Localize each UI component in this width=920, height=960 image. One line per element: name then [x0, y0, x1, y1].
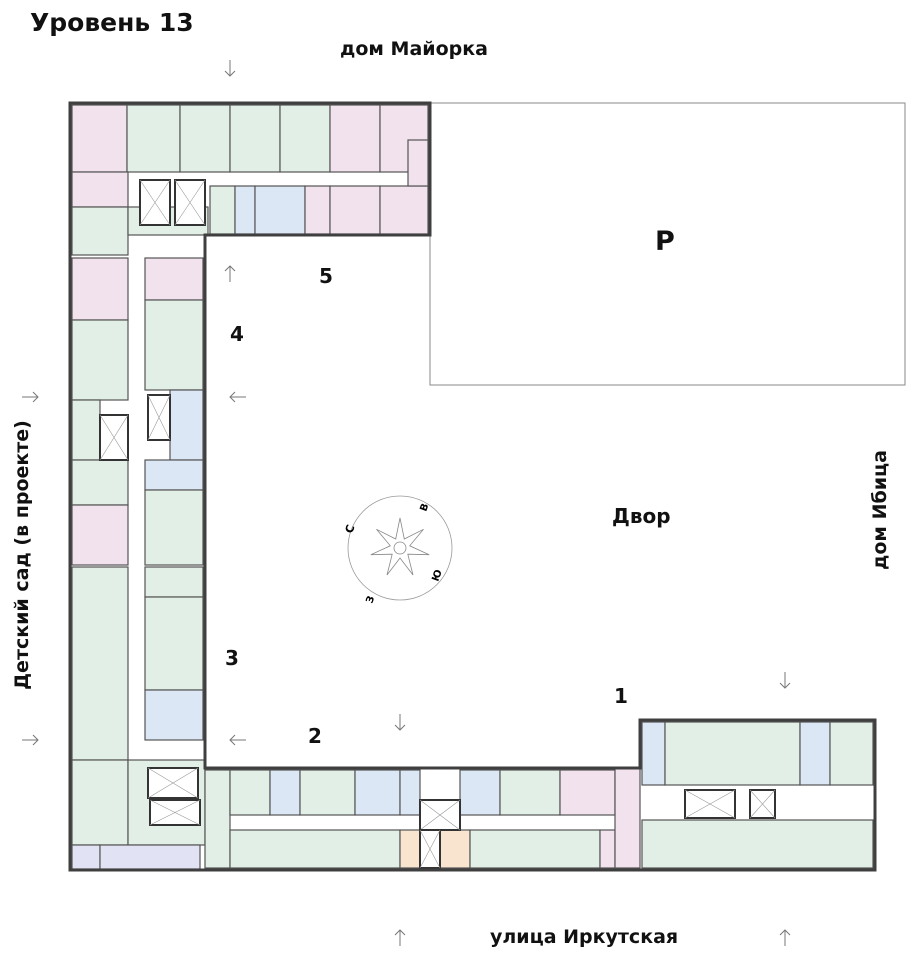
- apartment-unit[interactable]: [71, 104, 128, 173]
- apartment-unit[interactable]: [299, 769, 356, 816]
- core-hatch: [149, 799, 201, 826]
- entrance-arrow-icon: [224, 265, 236, 282]
- entrance-arrow-icon: [22, 734, 39, 746]
- apartment-unit[interactable]: [71, 759, 129, 846]
- apartment-unit[interactable]: [641, 819, 874, 869]
- east-neighbor-label: дом Ибица: [869, 450, 891, 570]
- entrance-arrow-icon: [224, 60, 236, 77]
- apartment-unit[interactable]: [599, 829, 616, 869]
- apartment-unit[interactable]: [664, 721, 801, 786]
- section-3-label[interactable]: 3: [225, 646, 239, 670]
- apartment-unit[interactable]: [71, 257, 129, 321]
- parking-label: P: [655, 226, 675, 257]
- cores-layer: [99, 179, 776, 869]
- apartment-unit[interactable]: [279, 104, 331, 173]
- apartment-unit[interactable]: [144, 596, 204, 691]
- core-hatch: [99, 414, 129, 461]
- north-neighbor-label: дом Майорка: [340, 38, 488, 60]
- apartment-unit[interactable]: [439, 829, 471, 869]
- entrance-arrow-icon: [229, 734, 246, 746]
- apartment-unit[interactable]: [234, 185, 256, 235]
- apartment-unit[interactable]: [71, 504, 129, 566]
- core-hatch: [419, 829, 441, 869]
- apartment-unit[interactable]: [144, 257, 204, 301]
- core-hatch: [419, 799, 461, 831]
- entrance-arrow-icon: [779, 672, 791, 689]
- apartment-unit[interactable]: [169, 389, 204, 461]
- apartment-unit[interactable]: [829, 721, 874, 786]
- core-hatch: [749, 789, 776, 819]
- core-hatch: [174, 179, 206, 226]
- apartment-unit[interactable]: [99, 844, 201, 870]
- apartment-unit[interactable]: [304, 185, 331, 235]
- compass: С В Ю З: [343, 495, 453, 605]
- apartment-unit[interactable]: [399, 829, 421, 869]
- street-label: улица Иркутская: [490, 926, 679, 948]
- section-5-label[interactable]: 5: [319, 264, 333, 288]
- apartment-unit[interactable]: [329, 104, 381, 173]
- core-hatch: [147, 767, 199, 799]
- page-title: Уровень 13: [30, 8, 194, 37]
- apartment-unit[interactable]: [499, 769, 561, 816]
- entrance-arrow-icon: [394, 929, 406, 946]
- entrance-arrows: [22, 60, 791, 946]
- apartment-unit[interactable]: [144, 689, 204, 741]
- apartment-unit[interactable]: [329, 185, 381, 235]
- apartment-unit[interactable]: [269, 769, 301, 816]
- apartment-unit[interactable]: [407, 139, 429, 187]
- entrance-arrow-icon: [394, 714, 406, 731]
- parking-area: [429, 102, 906, 386]
- section-2-label[interactable]: 2: [308, 724, 322, 748]
- apartment-unit[interactable]: [126, 104, 181, 173]
- apartment-unit[interactable]: [71, 319, 129, 401]
- compass-south: Ю: [430, 568, 444, 583]
- section-4-label[interactable]: 4: [230, 322, 244, 346]
- apartment-unit[interactable]: [179, 104, 231, 173]
- apartment-unit[interactable]: [229, 769, 271, 816]
- apartment-unit[interactable]: [71, 206, 129, 256]
- building-outline: [68, 101, 877, 872]
- apartment-unit[interactable]: [144, 459, 204, 491]
- apartment-unit[interactable]: [71, 399, 101, 461]
- apartment-unit[interactable]: [144, 566, 204, 598]
- apartment-unit[interactable]: [71, 844, 101, 870]
- apartment-unit[interactable]: [379, 185, 429, 235]
- apartment-unit[interactable]: [209, 185, 236, 235]
- apartment-unit[interactable]: [254, 185, 306, 235]
- apartment-unit[interactable]: [799, 721, 831, 786]
- core-hatch: [147, 394, 171, 441]
- west-neighbor-label: Детский сад (в проекте): [11, 420, 33, 690]
- entrance-arrow-icon: [229, 391, 246, 403]
- entrance-arrow-icon: [22, 391, 39, 403]
- apartment-unit[interactable]: [71, 459, 129, 506]
- compass-north: С: [343, 523, 358, 535]
- apartment-unit[interactable]: [144, 489, 204, 566]
- core-hatch: [684, 789, 736, 819]
- apartment-unit[interactable]: [229, 829, 401, 869]
- compass-west: З: [364, 595, 377, 605]
- apartment-unit[interactable]: [399, 769, 421, 816]
- apartment-unit[interactable]: [354, 769, 401, 816]
- apartment-unit[interactable]: [144, 299, 204, 391]
- apartment-unit[interactable]: [71, 566, 129, 761]
- yard-label: Двор: [612, 504, 671, 528]
- apartment-unit[interactable]: [459, 769, 501, 816]
- core-hatch: [139, 179, 171, 226]
- section-1-label[interactable]: 1: [614, 684, 628, 708]
- apartment-unit[interactable]: [229, 104, 281, 173]
- apartment-unit[interactable]: [614, 767, 641, 869]
- apartment-unit[interactable]: [559, 769, 616, 816]
- apartment-unit[interactable]: [204, 769, 231, 869]
- entrance-arrow-icon: [779, 929, 791, 946]
- apartment-unit[interactable]: [469, 829, 601, 869]
- apartment-unit[interactable]: [71, 171, 129, 208]
- compass-east: В: [418, 502, 431, 513]
- apartment-unit[interactable]: [641, 721, 666, 786]
